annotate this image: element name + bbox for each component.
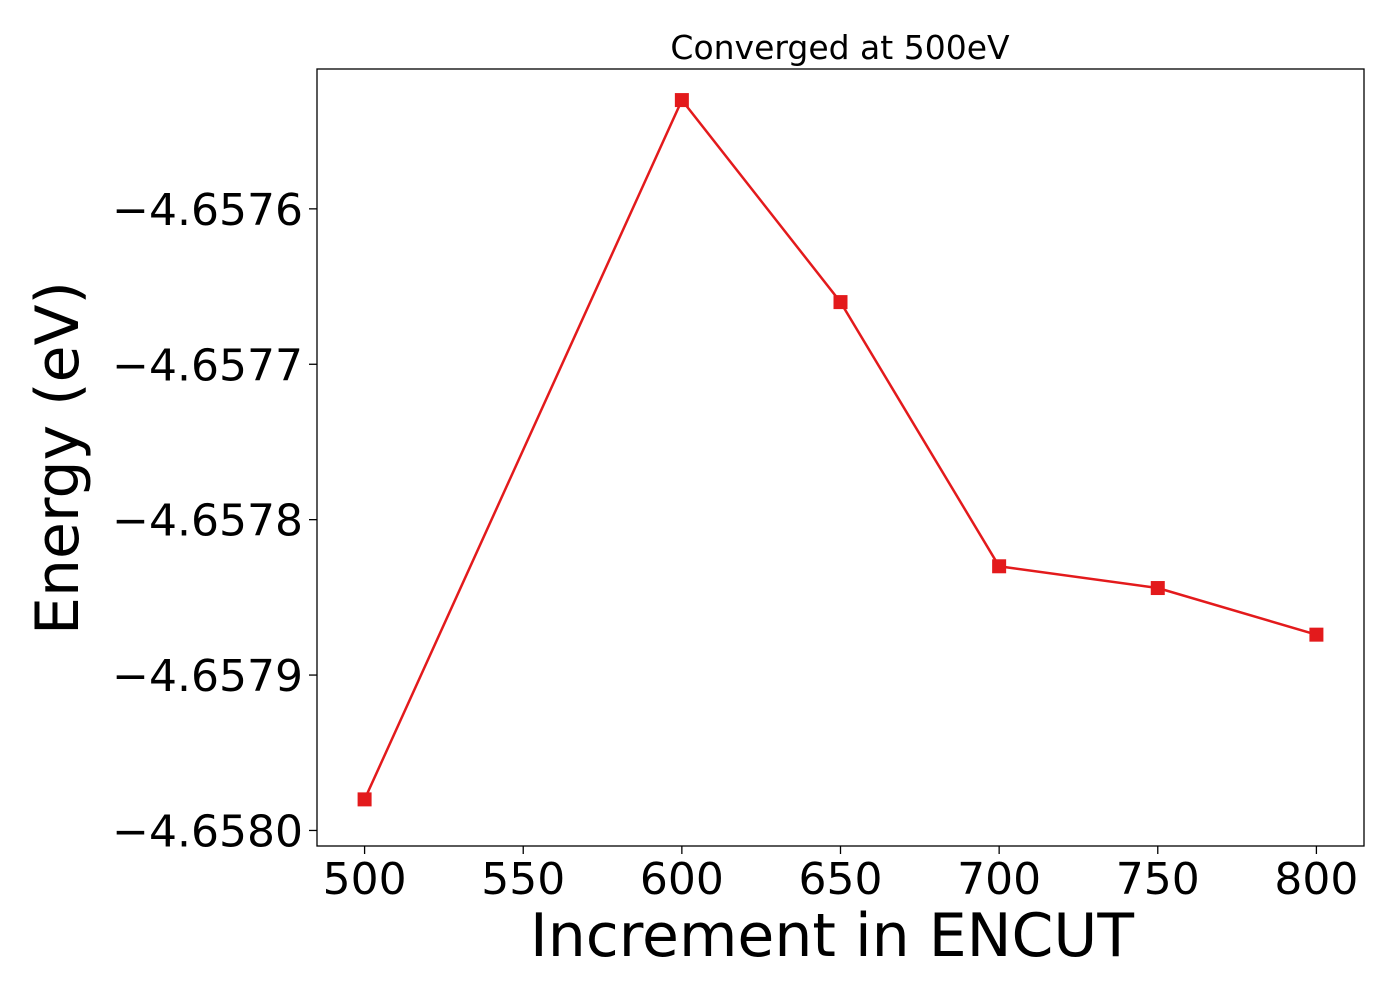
y-tick-label: −4.6579 xyxy=(112,651,303,702)
ticks-layer: 500 550 600 650 700 750 800 −4.6576 −4.6577 −4.65… xyxy=(112,185,1358,905)
data-point-marker xyxy=(1150,581,1165,596)
plot-frame xyxy=(316,68,1365,847)
y-axis-label: Energy (eV) xyxy=(23,281,93,635)
data-point-marker xyxy=(992,559,1007,574)
x-tick-label: 600 xyxy=(640,854,724,905)
x-tick-label: 650 xyxy=(799,854,883,905)
series-layer xyxy=(357,93,1324,807)
x-tick-label: 750 xyxy=(1116,854,1200,905)
y-tick-label: −4.6578 xyxy=(112,496,303,547)
x-tick-label: 500 xyxy=(323,854,407,905)
x-tick-label: 800 xyxy=(1274,854,1358,905)
y-tick-label: −4.6576 xyxy=(112,185,303,236)
x-axis-label: Increment in ENCUT xyxy=(530,901,1134,971)
data-point-marker xyxy=(357,792,372,807)
x-tick-label: 700 xyxy=(957,854,1041,905)
y-tick-label: −4.6577 xyxy=(112,340,303,391)
series-line xyxy=(363,97,1317,800)
chart-title: Converged at 500eV xyxy=(670,28,1010,67)
data-point-marker xyxy=(674,93,689,108)
data-point-marker xyxy=(1309,627,1324,642)
data-point-marker xyxy=(833,295,848,310)
x-tick-label: 550 xyxy=(481,854,565,905)
y-tick-label: −4.6580 xyxy=(112,806,303,857)
